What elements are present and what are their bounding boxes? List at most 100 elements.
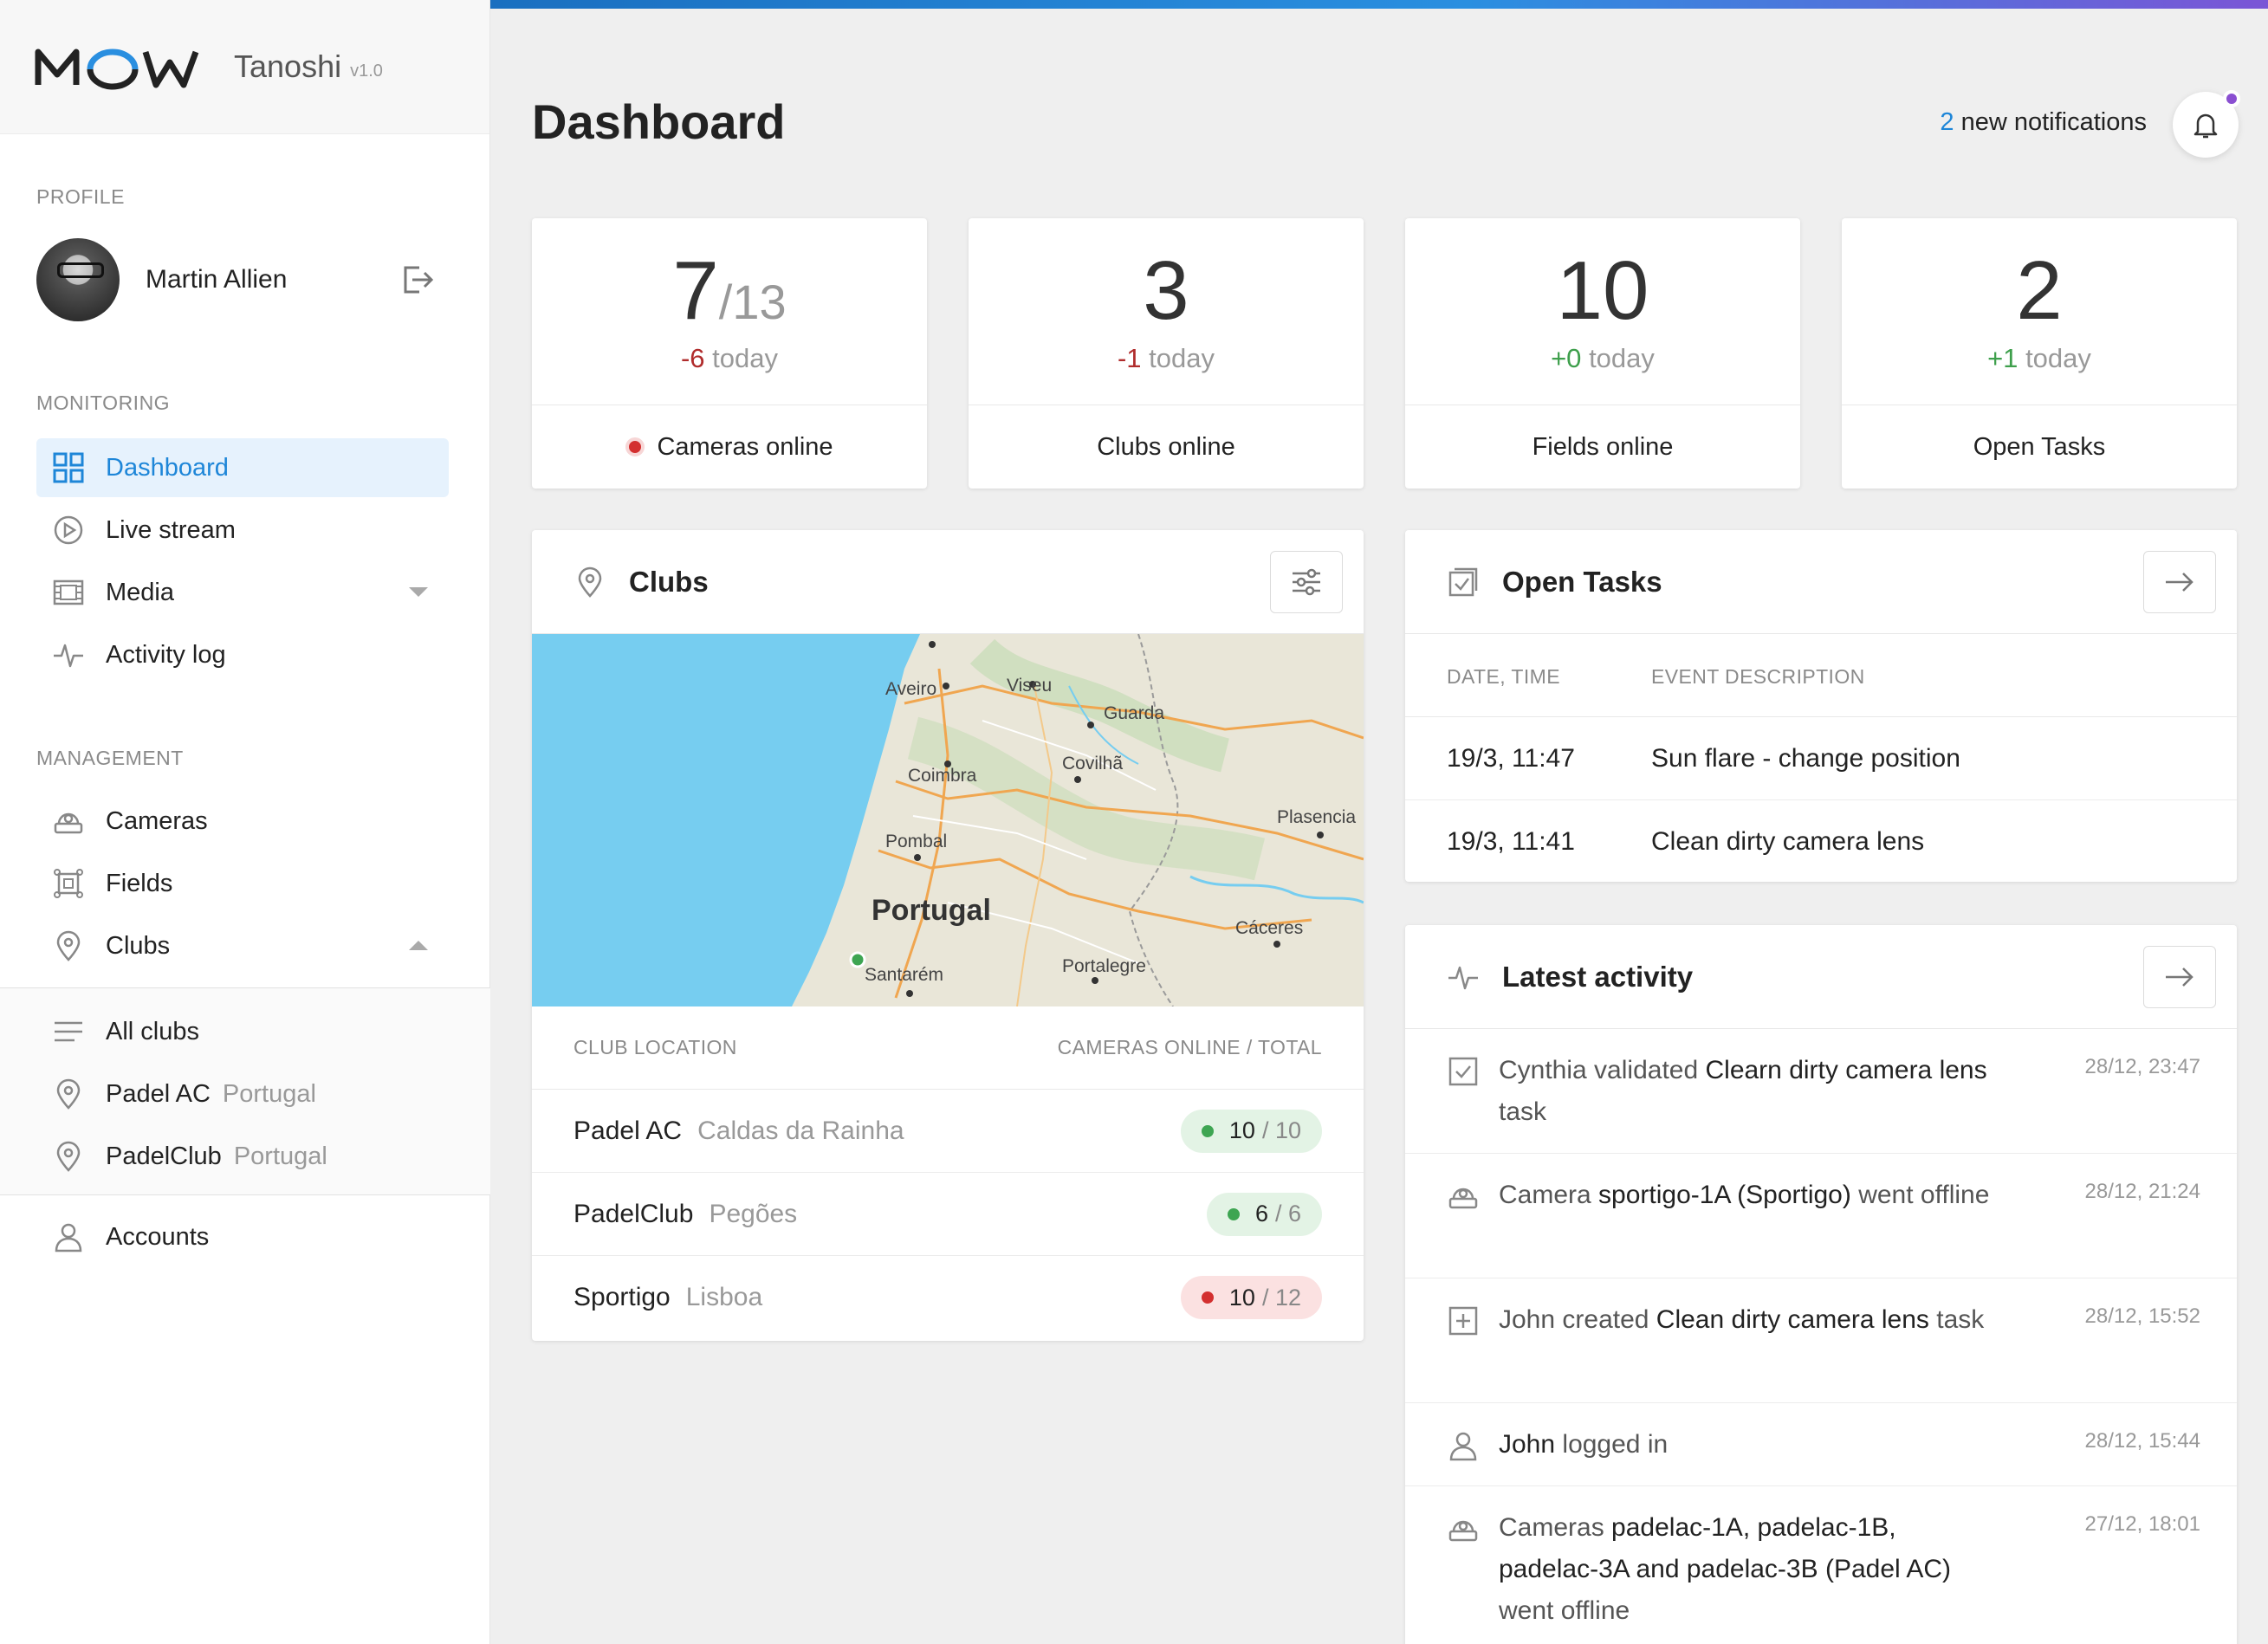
nav-fields[interactable]: Fields <box>36 854 449 913</box>
clubs-map[interactable]: Aveiro Viseu Guarda Coimbra Covilhã Plas… <box>532 634 1364 1006</box>
activity-row[interactable]: Camera sportigo-1A (Sportigo) went offli… <box>1405 1154 2237 1278</box>
pin-icon <box>56 1078 81 1110</box>
subnav-label: Padel AC <box>106 1079 211 1108</box>
management-section-label: MANAGEMENT <box>36 747 184 769</box>
cameras-online: 10 <box>1228 1284 1255 1311</box>
activity-row[interactable]: John logged in 28/12, 15:44 <box>1405 1403 2237 1486</box>
camera-status-badge: 10/ 12 <box>1180 1276 1322 1319</box>
activity-more-button[interactable] <box>2143 946 2216 1008</box>
subnav-country: Portugal <box>222 1079 316 1108</box>
stat-delta-suffix: today <box>712 343 779 373</box>
nav-clubs[interactable]: Clubs <box>36 916 449 975</box>
stat-card-cameras[interactable]: 7/13 -6 today Cameras online <box>532 218 927 489</box>
open-tasks-panel: Open Tasks DATE, TIME EVENT DESCRIPTION … <box>1405 530 2237 882</box>
logout-icon[interactable] <box>400 262 435 297</box>
club-row[interactable]: Sportigo Lisboa 10/ 12 <box>532 1256 1364 1339</box>
stat-value: 2 <box>2016 244 2063 337</box>
brand: Tanoshi v1.0 <box>0 0 489 134</box>
play-circle-icon <box>54 515 83 545</box>
grid-icon <box>53 452 84 483</box>
activity-time: 27/12, 18:01 <box>2084 1512 2200 1536</box>
cameras-total: / 10 <box>1261 1117 1301 1143</box>
column-header: CLUB LOCATION <box>573 1036 737 1058</box>
notification-count: 2 <box>1940 108 1954 136</box>
stat-value: 7 <box>672 244 719 337</box>
map-label: Covilhã <box>1062 754 1124 773</box>
club-row[interactable]: Padel AC Caldas da Rainha 10/ 10 <box>532 1090 1364 1173</box>
task-date: 19/3, 11:47 <box>1447 744 1575 773</box>
club-name: Sportigo <box>573 1283 671 1311</box>
subnav-all-clubs[interactable]: All clubs <box>36 1000 490 1063</box>
nav-accounts[interactable]: Accounts <box>36 1207 449 1266</box>
task-row[interactable]: 19/3, 11:47 Sun flare - change position <box>1405 717 2237 800</box>
stat-card-open-tasks[interactable]: 2 +1 today Open Tasks <box>1842 218 2237 489</box>
camera-icon <box>1448 1520 1478 1542</box>
stat-label: Cameras online <box>657 432 833 461</box>
monitoring-section-label: MONITORING <box>36 392 171 414</box>
task-row[interactable]: 19/3, 11:41 Clean dirty camera lens <box>1405 800 2237 883</box>
notifications-button[interactable] <box>2173 90 2240 158</box>
subnav-padel-ac[interactable]: Padel AC Portugal <box>36 1063 490 1125</box>
tasks-icon <box>1448 567 1478 596</box>
stat-delta: +0 <box>1551 343 1582 373</box>
brand-version: v1.0 <box>350 61 383 81</box>
avatar[interactable] <box>36 238 120 321</box>
subnav-padelclub[interactable]: PadelClub Portugal <box>36 1125 490 1188</box>
activity-row[interactable]: Cynthia validated Clearn dirty camera le… <box>1405 1029 2237 1154</box>
plus-square-icon <box>1448 1306 1478 1336</box>
map-label: Aveiro <box>885 679 937 699</box>
chevron-down-icon[interactable] <box>409 587 428 597</box>
nav-cameras[interactable]: Cameras <box>36 792 449 851</box>
map-label: Guarda <box>1104 703 1165 723</box>
status-dot-icon <box>1227 1207 1240 1220</box>
stat-card-fields[interactable]: 10 +0 today Fields online <box>1405 218 1800 489</box>
stat-delta-suffix: today <box>1589 343 1655 373</box>
clubs-panel-title: Clubs <box>629 565 709 598</box>
pulse-icon <box>54 644 83 668</box>
clubs-subnav: All clubs Padel AC Portugal PadelClub Po… <box>0 987 490 1195</box>
club-name: Padel AC <box>573 1116 683 1145</box>
nav-media[interactable]: Media <box>36 563 449 622</box>
column-header: CAMERAS ONLINE / TOTAL <box>1057 1036 1322 1058</box>
stat-delta-suffix: today <box>1149 343 1215 373</box>
map-label: Pombal <box>885 832 948 851</box>
latest-activity-header: Latest activity <box>1405 925 2237 1029</box>
monitoring-nav: Dashboard Live stream Media Activity log <box>36 438 449 688</box>
open-tasks-more-button[interactable] <box>2143 551 2216 613</box>
stat-label: Clubs online <box>1097 432 1235 461</box>
nav-label: Dashboard <box>106 453 229 482</box>
club-row[interactable]: PadelClub Pegões 6/ 6 <box>532 1173 1364 1256</box>
accounts-nav: Accounts <box>36 1207 449 1270</box>
nav-label: Media <box>106 578 174 606</box>
nav-dashboard[interactable]: Dashboard <box>36 438 449 497</box>
map-label: Viseu <box>1007 676 1053 696</box>
chevron-up-icon[interactable] <box>409 941 428 950</box>
cameras-online: 10 <box>1228 1117 1255 1143</box>
clubs-panel-header: Clubs <box>532 530 1364 634</box>
nav-label: Cameras <box>106 806 208 835</box>
activity-time: 28/12, 23:47 <box>2084 1055 2200 1078</box>
map-label: Cáceres <box>1235 918 1304 938</box>
nav-label: Clubs <box>106 931 171 960</box>
user-icon <box>1449 1432 1477 1461</box>
column-header: DATE, TIME <box>1447 665 1560 688</box>
activity-row[interactable]: Cameras padelac-1A, padelac-1B, padelac-… <box>1405 1486 2237 1644</box>
map-canvas[interactable] <box>532 634 1364 1006</box>
user-icon <box>55 1223 82 1252</box>
stat-card-clubs[interactable]: 3 -1 today Clubs online <box>969 218 1364 489</box>
nav-live-stream[interactable]: Live stream <box>36 501 449 560</box>
nav-activity-log[interactable]: Activity log <box>36 625 449 684</box>
activity-time: 28/12, 15:44 <box>2084 1429 2200 1453</box>
top-accent-bar <box>490 0 2268 9</box>
subnav-country: Portugal <box>233 1142 327 1170</box>
activity-row[interactable]: John created Clean dirty camera lens tas… <box>1405 1278 2237 1403</box>
check-square-icon <box>1448 1057 1478 1086</box>
status-dot-icon <box>1201 1291 1214 1304</box>
stat-label: Open Tasks <box>1973 432 2106 461</box>
filter-button[interactable] <box>1270 551 1343 613</box>
notifications-link[interactable]: 2 new notifications <box>1940 108 2147 137</box>
mow-logo-icon <box>35 49 199 90</box>
activity-text: John created Clean dirty camera lens tas… <box>1499 1305 1985 1334</box>
club-name: PadelClub <box>573 1199 694 1228</box>
activity-time: 28/12, 21:24 <box>2084 1180 2200 1203</box>
